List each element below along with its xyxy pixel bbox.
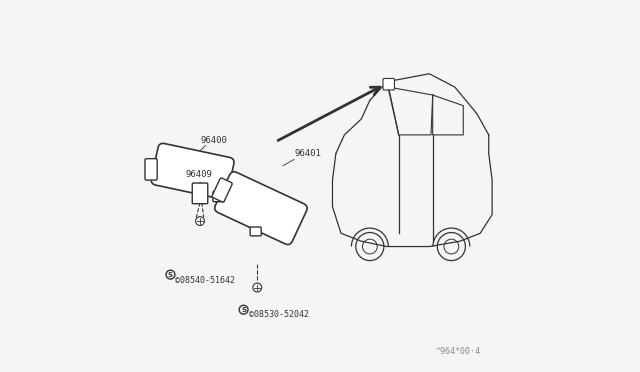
FancyBboxPatch shape [383, 78, 394, 90]
Text: S: S [241, 307, 246, 313]
FancyBboxPatch shape [250, 227, 261, 236]
FancyBboxPatch shape [213, 191, 224, 202]
Text: 96409: 96409 [185, 170, 212, 179]
FancyBboxPatch shape [145, 159, 157, 180]
FancyBboxPatch shape [212, 178, 232, 202]
FancyBboxPatch shape [214, 172, 307, 244]
Text: S: S [168, 272, 173, 278]
Text: 96401: 96401 [294, 149, 321, 158]
Text: ©08540-51642: ©08540-51642 [175, 276, 236, 285]
FancyBboxPatch shape [192, 183, 208, 204]
Text: 96400: 96400 [200, 137, 227, 145]
Text: ^964*00·4: ^964*00·4 [436, 347, 481, 356]
FancyBboxPatch shape [151, 143, 234, 199]
Text: ©08530-52042: ©08530-52042 [249, 310, 309, 319]
